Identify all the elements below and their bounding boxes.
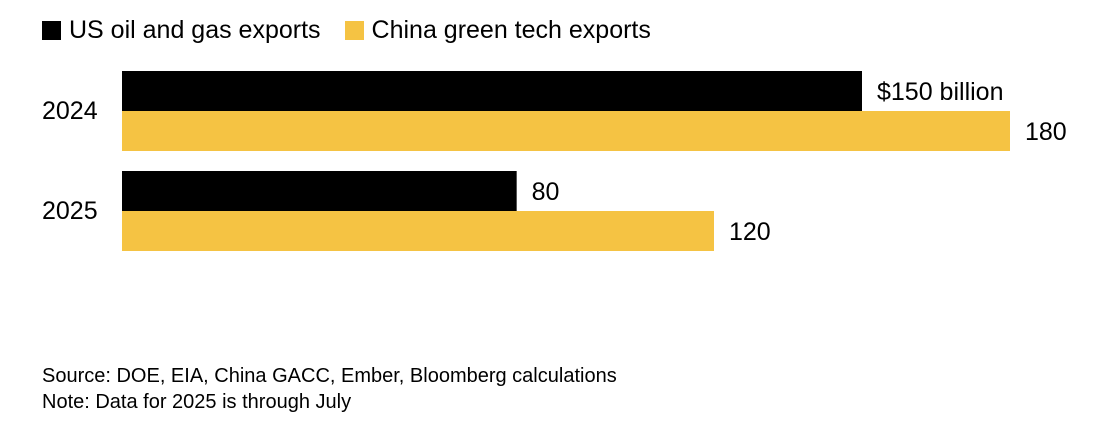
category-label-2024: 2024 [42,97,98,125]
source-note: Source: DOE, EIA, China GACC, Ember, Blo… [42,365,617,387]
legend-label-us-oil-gas: US oil and gas exports [69,16,321,44]
category-label-2025: 2025 [42,197,98,225]
data-label-china-green-tech-2024: 180 [1025,118,1067,146]
chart-footer: Source: DOE, EIA, China GACC, Ember, Blo… [42,363,617,415]
data-label-china-green-tech-2025: 120 [729,218,771,246]
bar-us-oil-gas-2024 [122,71,862,111]
legend: US oil and gas exports China green tech … [42,14,675,46]
bar-us-oil-gas-2025 [122,171,517,211]
legend-swatch-china-green-tech [344,20,364,40]
legend-swatch-us-oil-gas [42,20,61,40]
legend-label-china-green-tech: China green tech exports [371,16,651,44]
legend-item-china-green-tech: China green tech exports [344,14,651,46]
data-label-us-oil-gas-2025: 80 [532,178,560,206]
bar-china-green-tech-2025 [122,211,714,251]
data-note: Note: Data for 2025 is through July [42,391,352,413]
legend-item-us-oil-gas: US oil and gas exports [42,14,321,46]
bar-china-green-tech-2024 [122,111,1010,151]
data-label-us-oil-gas-2024: $150 billion [877,78,1004,106]
